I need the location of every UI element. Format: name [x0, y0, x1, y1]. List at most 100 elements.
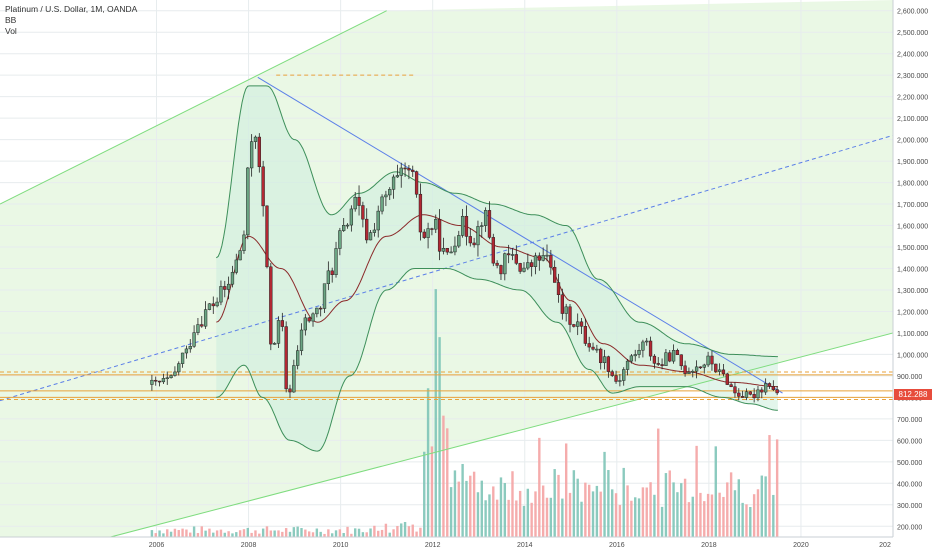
volume-bar	[311, 532, 315, 537]
volume-bar	[238, 530, 242, 537]
candle-body	[445, 248, 449, 253]
volume-bar	[419, 527, 422, 537]
x-tick-label: 2014	[517, 542, 533, 549]
candle-body	[430, 228, 434, 230]
candle-body	[733, 386, 737, 394]
volume-bar	[691, 496, 694, 537]
x-tick-label: 2016	[609, 542, 625, 549]
chart-legend: Platinum / U.S. Dollar, 1M, OANDA BB Vol	[5, 4, 137, 37]
candle-body	[637, 349, 641, 355]
candle-body	[503, 253, 507, 275]
volume-bar	[423, 451, 426, 537]
bb-lower-line	[216, 268, 778, 452]
volume-bar	[710, 494, 714, 537]
volume-bar	[557, 474, 560, 537]
volume-bar	[231, 533, 234, 537]
candle-body	[207, 303, 212, 310]
volume-bar	[227, 531, 230, 537]
last-price-tag: 812.288	[894, 389, 932, 401]
candle-body	[273, 343, 277, 345]
volume-bars	[150, 289, 779, 537]
volume-bar	[334, 530, 338, 537]
bb-upper-line	[216, 85, 778, 358]
candle-body	[468, 236, 472, 244]
volume-bar	[296, 526, 299, 537]
volume-bar	[261, 528, 265, 537]
volume-bar	[545, 497, 549, 537]
candle-body	[679, 354, 683, 367]
volume-bar	[346, 526, 349, 537]
candle-body	[342, 224, 346, 231]
candle-body	[510, 254, 515, 256]
volume-bar	[526, 488, 530, 537]
volume-bar	[235, 532, 238, 537]
x-tick-label: 2006	[149, 542, 165, 549]
candle-body	[226, 283, 231, 290]
volume-bar	[614, 493, 618, 537]
volume-bar	[484, 500, 487, 537]
candle-body	[533, 255, 538, 267]
candle-body	[380, 196, 384, 212]
volume-bar	[162, 533, 165, 537]
volume-bar	[242, 529, 246, 537]
y-axis: 2,600.000 2,500.000 2,400.000 2,300.000 2,20…	[892, 0, 932, 550]
volume-bar	[522, 505, 526, 537]
candle-body	[246, 167, 250, 236]
candle-body	[472, 242, 476, 246]
volume-bar	[568, 492, 572, 537]
volume-bar	[380, 529, 384, 537]
volume-bar	[587, 484, 591, 537]
candle-body	[303, 317, 307, 331]
volume-bar	[438, 337, 441, 537]
candles	[150, 133, 779, 403]
volume-bar	[396, 526, 399, 537]
volume-bar	[664, 473, 668, 537]
volume-bar	[515, 500, 518, 537]
candle-body	[280, 320, 284, 327]
candle-body	[196, 324, 200, 333]
candle-body	[622, 369, 626, 381]
volume-bar	[668, 470, 671, 537]
volume-bar	[488, 494, 491, 537]
volume-bar	[434, 289, 437, 537]
candle-body	[710, 355, 714, 365]
y-tick-label: 200.000	[897, 524, 922, 531]
volume-bar	[469, 475, 472, 537]
candle-body	[564, 306, 568, 314]
volume-bar	[400, 523, 403, 537]
y-tick-label: 1,400.000	[897, 267, 928, 274]
channel-lines	[0, 10, 894, 538]
candle-body	[376, 210, 380, 231]
candle-body	[453, 245, 457, 253]
volume-bar	[166, 529, 169, 537]
volume-bar	[411, 524, 414, 537]
volume-bar	[426, 388, 430, 537]
y-tick-label: 1,700.000	[897, 202, 928, 209]
candle-body	[652, 355, 657, 364]
candle-body	[211, 303, 215, 307]
candle-body	[276, 320, 281, 344]
channel-midline	[0, 134, 894, 402]
candle-body	[441, 248, 446, 252]
candle-body	[698, 366, 703, 369]
volume-bar	[196, 533, 200, 537]
candle-body	[434, 219, 438, 230]
volume-bar	[219, 529, 223, 537]
volume-bar	[281, 531, 284, 537]
candle-body	[714, 363, 718, 372]
volume-bar	[373, 525, 376, 537]
candle-body	[568, 306, 572, 325]
candle-body	[518, 263, 522, 272]
volume-bar	[503, 483, 507, 537]
y-tick-label: 2,100.000	[897, 116, 928, 123]
candle-body	[495, 262, 499, 266]
candle-body	[702, 364, 706, 368]
y-tick-label: 1,500.000	[897, 245, 928, 252]
volume-bar	[449, 487, 453, 537]
volume-bar	[541, 485, 545, 537]
candle-body	[372, 229, 377, 233]
candle-body	[587, 343, 591, 348]
y-tick-label: 300.000	[897, 503, 922, 510]
candle-body	[614, 375, 618, 382]
